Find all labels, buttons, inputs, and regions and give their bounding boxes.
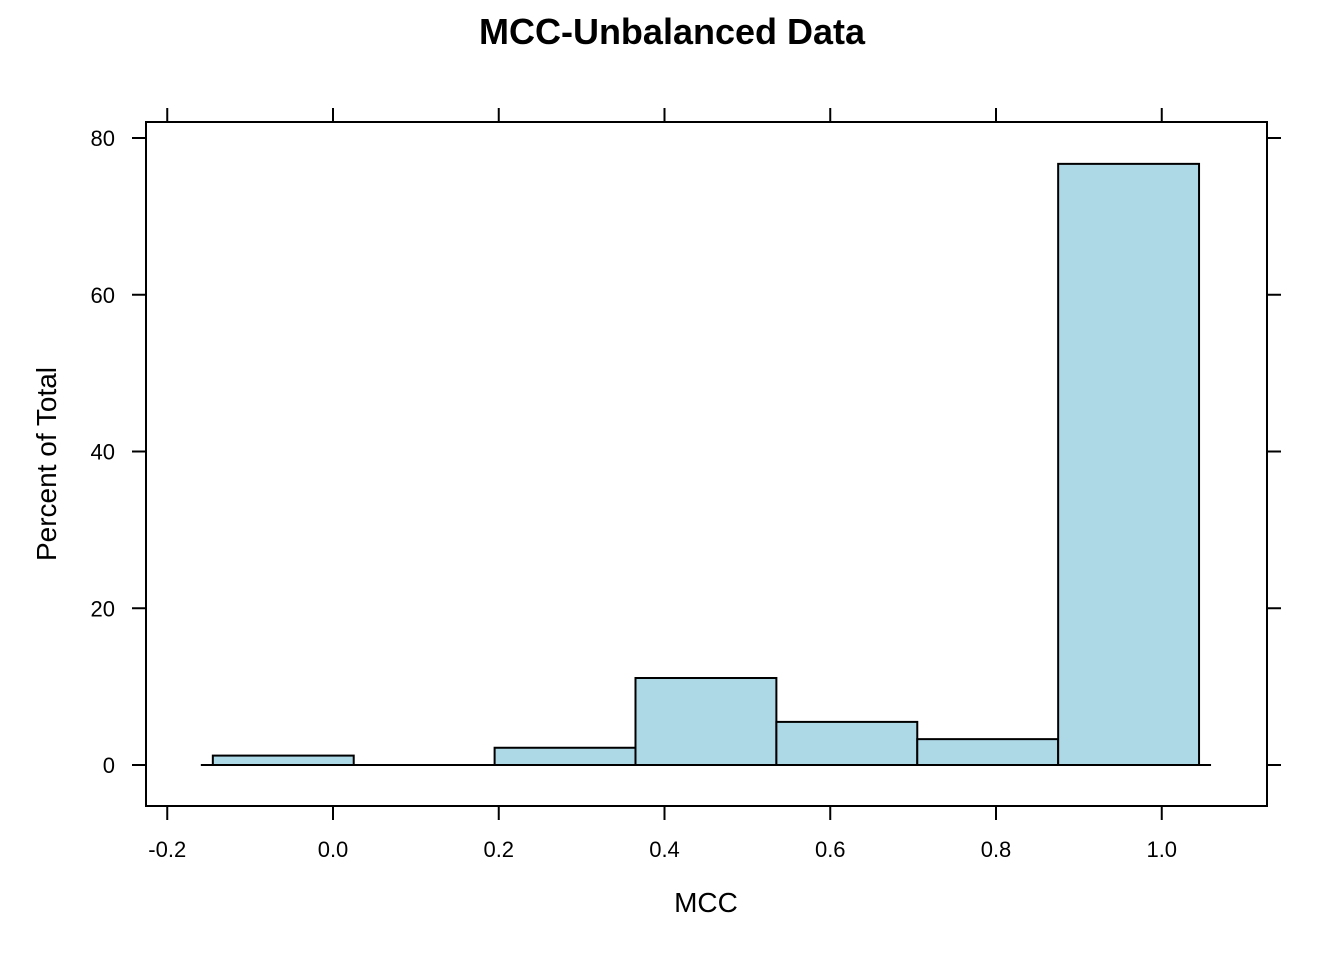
y-tick-label: 20 (91, 596, 115, 621)
histogram-bar (493, 746, 637, 767)
y-tick-label: 80 (91, 126, 115, 151)
plot-frame (145, 121, 1268, 807)
histogram-bar (1057, 162, 1201, 766)
x-tick-label: 0.2 (483, 837, 514, 862)
x-tick-label: 1.0 (1146, 837, 1177, 862)
x-tick-label: 0.4 (649, 837, 680, 862)
histogram-bar (211, 754, 355, 766)
histogram-bar (775, 720, 919, 766)
x-tick-label: -0.2 (148, 837, 186, 862)
histogram-bar (916, 738, 1060, 766)
x-tick-label: 0.0 (318, 837, 349, 862)
x-tick-label: 0.8 (981, 837, 1012, 862)
bars-group (211, 162, 1201, 767)
y-tick-label: 0 (103, 753, 115, 778)
x-axis-label: MCC (674, 887, 738, 918)
chart-title: MCC-Unbalanced Data (479, 11, 866, 52)
y-tick-label: 60 (91, 283, 115, 308)
y-tick-label: 40 (91, 440, 115, 465)
y-axis-ticks: 0 20 40 60 80 (91, 126, 1281, 778)
x-axis-ticks: -0.2 0.0 0.2 0.4 0.6 0.8 1.0 (148, 108, 1177, 862)
x-tick-label: 0.6 (815, 837, 846, 862)
y-axis-label: Percent of Total (31, 367, 62, 561)
histogram-bar (634, 677, 778, 766)
